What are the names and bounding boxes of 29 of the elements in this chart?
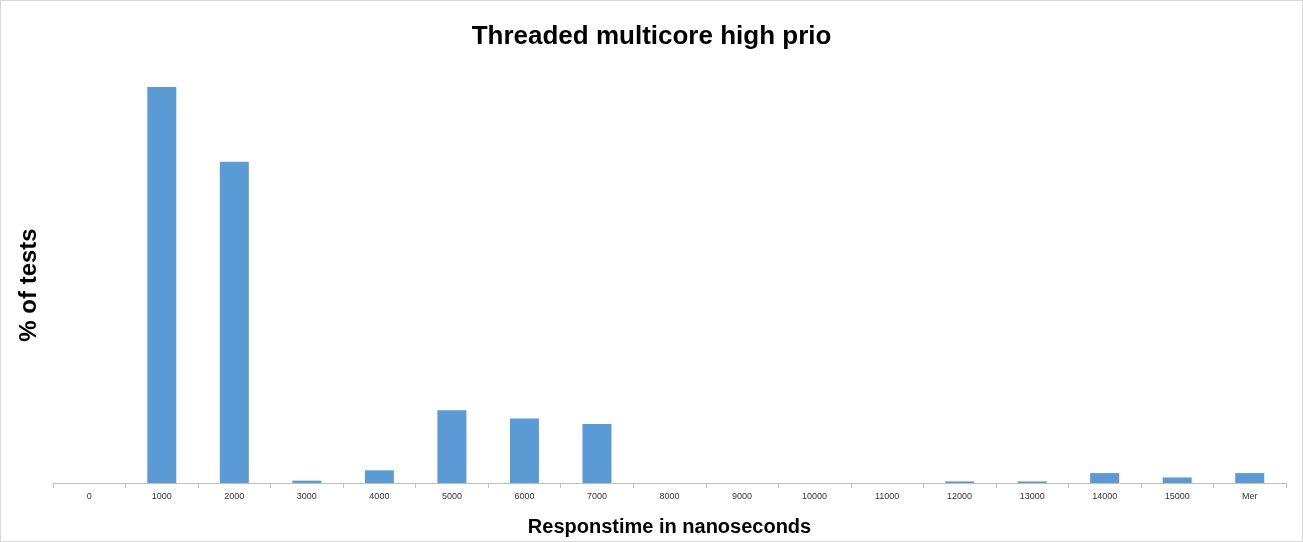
x-tick-label: 1000 [151,490,172,501]
x-tick-label: 3000 [296,490,317,501]
x-tick-label: 6000 [514,490,535,501]
bar [437,410,467,483]
x-tick-label: 4000 [369,490,390,501]
x-tick-label: 11000 [874,490,900,501]
x-tick-label: 7000 [586,490,607,501]
x-tick-label: 5000 [441,490,462,501]
bar [364,470,394,483]
x-tick-label: 12000 [947,490,973,501]
x-tick-label: 8000 [659,490,680,501]
bar [219,161,249,483]
x-tick-label: 14000 [1092,490,1118,501]
bar [1162,477,1192,483]
x-tick-label: 0 [86,490,92,501]
x-axis-title: Responstime in nanoseconds [527,515,812,537]
chart-title: Threaded multicore high prio [471,20,832,50]
x-tick-label: Mer [1241,490,1258,501]
x-tick-label: 2000 [224,490,245,501]
bar [1090,473,1120,483]
x-tick-label: 13000 [1019,490,1045,501]
x-tick-label: 15000 [1164,490,1190,501]
bar [509,418,539,483]
x-tick-label: 10000 [802,490,828,501]
bar [1235,473,1265,483]
y-axis-title: % of tests [13,228,41,342]
x-tick-label: 9000 [732,490,753,501]
bar [582,424,612,483]
bar [147,87,177,483]
